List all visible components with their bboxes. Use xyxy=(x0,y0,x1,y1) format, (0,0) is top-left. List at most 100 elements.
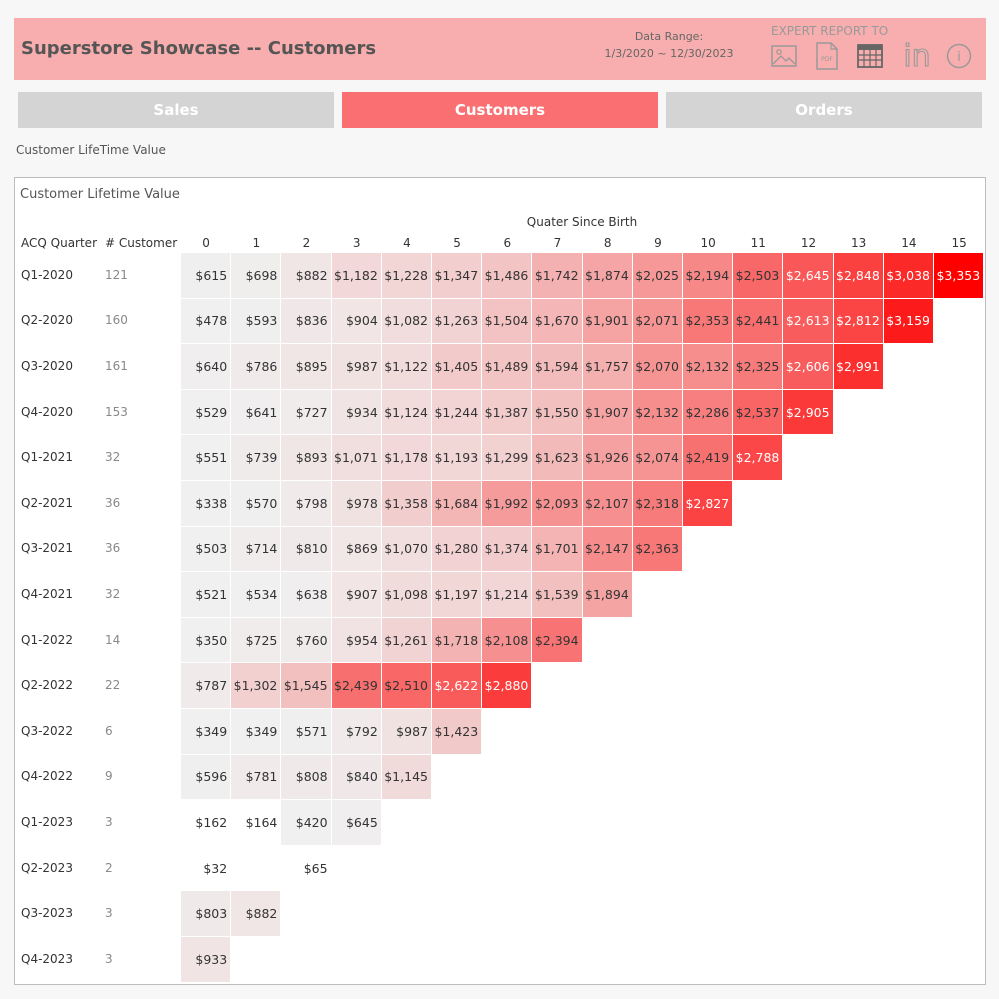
heatmap-cell[interactable]: $1,098 xyxy=(381,572,431,617)
heatmap-cell[interactable]: $1,178 xyxy=(381,435,431,480)
heatmap-cell[interactable]: $1,347 xyxy=(432,253,482,298)
heatmap-cell[interactable]: $478 xyxy=(181,298,231,344)
heatmap-cell[interactable]: $1,486 xyxy=(482,253,532,298)
heatmap-cell[interactable]: $869 xyxy=(331,526,381,572)
linkedin-icon[interactable]: in xyxy=(900,42,934,70)
heatmap-cell[interactable]: $2,905 xyxy=(783,389,833,435)
heatmap-cell[interactable]: $1,070 xyxy=(381,526,431,572)
heatmap-cell[interactable]: $162 xyxy=(195,814,228,830)
heatmap-cell[interactable]: $2,025 xyxy=(632,253,682,298)
heatmap-cell[interactable]: $2,788 xyxy=(733,435,783,480)
tab-sales[interactable]: Sales xyxy=(18,92,334,128)
heatmap-cell[interactable]: $1,992 xyxy=(482,481,532,526)
heatmap-cell[interactable]: $1,550 xyxy=(532,389,582,435)
heatmap-cell[interactable]: $641 xyxy=(231,389,281,435)
heatmap-cell[interactable]: $1,874 xyxy=(582,253,632,298)
heatmap-cell[interactable]: $2,812 xyxy=(833,298,883,344)
heatmap-cell[interactable]: $1,124 xyxy=(381,389,431,435)
heatmap-cell[interactable]: $338 xyxy=(181,481,231,526)
image-icon[interactable] xyxy=(770,42,798,70)
heatmap-cell[interactable]: $1,261 xyxy=(381,617,431,663)
heatmap-cell[interactable]: $350 xyxy=(181,617,231,663)
heatmap-cell[interactable]: $808 xyxy=(281,754,331,800)
heatmap-cell[interactable]: $2,622 xyxy=(432,663,482,708)
heatmap-cell[interactable]: $2,419 xyxy=(683,435,733,480)
heatmap-cell[interactable]: $1,742 xyxy=(532,253,582,298)
heatmap-cell[interactable]: $1,374 xyxy=(482,526,532,572)
heatmap-cell[interactable]: $727 xyxy=(281,389,331,435)
heatmap-cell[interactable]: $65 xyxy=(303,860,328,876)
heatmap-cell[interactable]: $840 xyxy=(331,754,381,800)
heatmap-cell[interactable]: $1,182 xyxy=(331,253,381,298)
heatmap-cell[interactable]: $2,848 xyxy=(833,253,883,298)
heatmap-cell[interactable]: $349 xyxy=(181,709,231,754)
heatmap-cell[interactable]: $987 xyxy=(381,709,431,754)
heatmap-cell[interactable]: $893 xyxy=(281,435,331,480)
heatmap-cell[interactable]: $551 xyxy=(181,435,231,480)
heatmap-cell[interactable]: $1,423 xyxy=(432,709,482,754)
heatmap-cell[interactable]: $2,503 xyxy=(733,253,783,298)
heatmap-cell[interactable]: $2,132 xyxy=(632,389,682,435)
heatmap-cell[interactable]: $1,263 xyxy=(432,298,482,344)
heatmap-cell[interactable]: $645 xyxy=(331,800,381,845)
heatmap-cell[interactable]: $2,318 xyxy=(632,481,682,526)
heatmap-cell[interactable]: $760 xyxy=(281,617,331,663)
heatmap-cell[interactable]: $32 xyxy=(203,860,228,876)
heatmap-cell[interactable]: $3,159 xyxy=(883,298,933,344)
heatmap-cell[interactable]: $2,613 xyxy=(783,298,833,344)
heatmap-cell[interactable]: $1,623 xyxy=(532,435,582,480)
heatmap-cell[interactable]: $640 xyxy=(181,344,231,389)
heatmap-cell[interactable]: $1,387 xyxy=(482,389,532,435)
heatmap-cell[interactable]: $1,701 xyxy=(532,526,582,572)
heatmap-cell[interactable]: $1,405 xyxy=(432,344,482,389)
heatmap-cell[interactable]: $1,684 xyxy=(432,481,482,526)
heatmap-cell[interactable]: $895 xyxy=(281,344,331,389)
pdf-icon[interactable]: PDF xyxy=(814,42,840,70)
heatmap-cell[interactable]: $2,147 xyxy=(582,526,632,572)
heatmap-cell[interactable]: $1,082 xyxy=(381,298,431,344)
heatmap-cell[interactable]: $1,302 xyxy=(231,663,281,708)
heatmap-cell[interactable]: $933 xyxy=(181,937,231,982)
heatmap-cell[interactable]: $2,510 xyxy=(381,663,431,708)
heatmap-cell[interactable]: $786 xyxy=(231,344,281,389)
heatmap-cell[interactable]: $698 xyxy=(231,253,281,298)
heatmap-cell[interactable]: $810 xyxy=(281,526,331,572)
heatmap-cell[interactable]: $2,606 xyxy=(783,344,833,389)
heatmap-cell[interactable]: $954 xyxy=(331,617,381,663)
heatmap-cell[interactable]: $1,504 xyxy=(482,298,532,344)
heatmap-cell[interactable]: $1,197 xyxy=(432,572,482,617)
heatmap-cell[interactable]: $571 xyxy=(281,709,331,754)
heatmap-cell[interactable]: $2,439 xyxy=(331,663,381,708)
heatmap-cell[interactable]: $615 xyxy=(181,253,231,298)
heatmap-cell[interactable]: $2,645 xyxy=(783,253,833,298)
heatmap-cell[interactable]: $725 xyxy=(231,617,281,663)
heatmap-cell[interactable]: $1,358 xyxy=(381,481,431,526)
heatmap-cell[interactable]: $1,894 xyxy=(582,572,632,617)
heatmap-cell[interactable]: $792 xyxy=(331,709,381,754)
heatmap-cell[interactable]: $1,926 xyxy=(582,435,632,480)
info-icon[interactable]: i xyxy=(945,42,973,70)
heatmap-cell[interactable]: $2,194 xyxy=(683,253,733,298)
heatmap-cell[interactable]: $1,757 xyxy=(582,344,632,389)
heatmap-cell[interactable]: $798 xyxy=(281,481,331,526)
heatmap-cell[interactable]: $420 xyxy=(281,800,331,845)
heatmap-cell[interactable]: $1,145 xyxy=(381,754,431,800)
heatmap-cell[interactable]: $2,441 xyxy=(733,298,783,344)
heatmap-cell[interactable]: $2,394 xyxy=(532,617,582,663)
heatmap-cell[interactable]: $349 xyxy=(231,709,281,754)
heatmap-cell[interactable]: $1,545 xyxy=(281,663,331,708)
heatmap-cell[interactable]: $1,670 xyxy=(532,298,582,344)
heatmap-cell[interactable]: $1,193 xyxy=(432,435,482,480)
heatmap-cell[interactable]: $739 xyxy=(231,435,281,480)
heatmap-cell[interactable]: $987 xyxy=(331,344,381,389)
heatmap-cell[interactable]: $1,594 xyxy=(532,344,582,389)
heatmap-cell[interactable]: $2,108 xyxy=(482,617,532,663)
heatmap-cell[interactable]: $882 xyxy=(281,253,331,298)
heatmap-cell[interactable]: $781 xyxy=(231,754,281,800)
heatmap-cell[interactable]: $529 xyxy=(181,389,231,435)
heatmap-cell[interactable]: $1,214 xyxy=(482,572,532,617)
heatmap-cell[interactable]: $2,537 xyxy=(733,389,783,435)
heatmap-cell[interactable]: $2,286 xyxy=(683,389,733,435)
heatmap-cell[interactable]: $3,353 xyxy=(934,253,984,298)
heatmap-cell[interactable]: $1,280 xyxy=(432,526,482,572)
